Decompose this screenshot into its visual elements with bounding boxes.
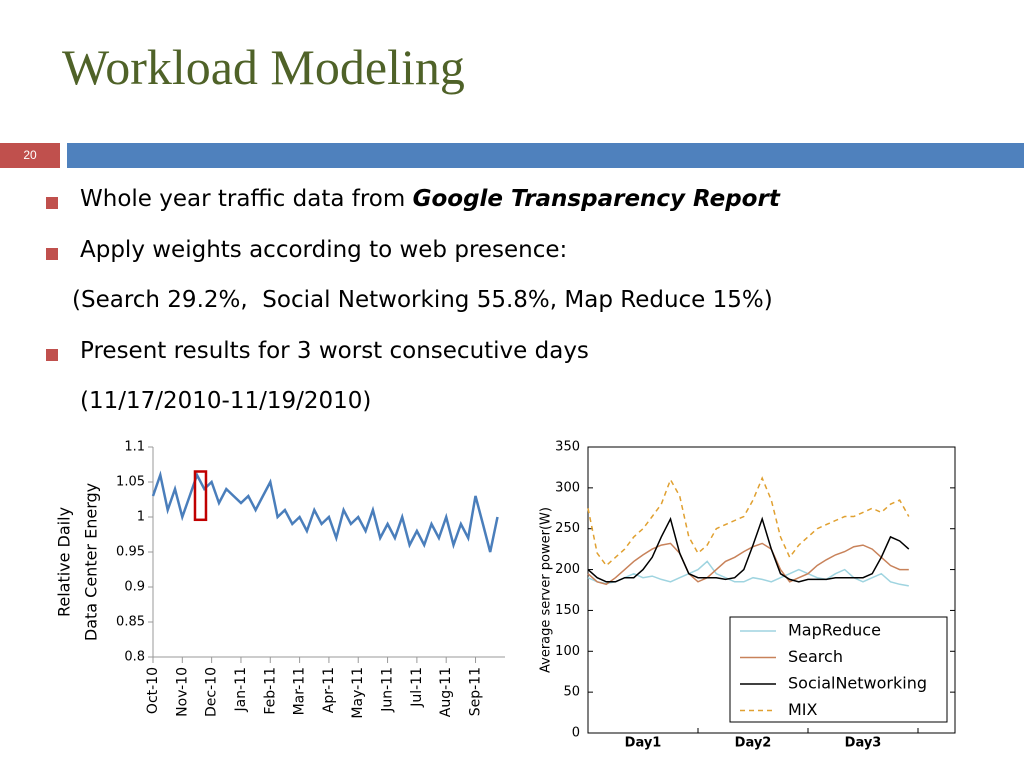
bullet: Present results for 3 worst consecutive … xyxy=(80,338,589,364)
slide-number: 20 xyxy=(0,143,60,168)
y-axis-label: Data Center Energy xyxy=(82,483,101,641)
x-tick-label: Dec-10 xyxy=(204,667,220,717)
x-tick-label: Mar-11 xyxy=(292,667,308,715)
y-tick-label: 250 xyxy=(555,521,580,536)
series-line xyxy=(151,470,499,553)
y-tick-label: 1.1 xyxy=(124,440,145,455)
bullet-marker xyxy=(46,248,58,260)
x-tick-label: Sep-11 xyxy=(468,667,484,716)
y-tick-label: 1 xyxy=(137,510,145,525)
slide-title: Workload Modeling xyxy=(62,39,465,95)
y-tick-label: 0.9 xyxy=(124,580,145,595)
bullet-continuation: (Search 29.2%, Social Networking 55.8%, … xyxy=(72,287,773,313)
x-tick-label: Day1 xyxy=(625,736,662,751)
highlight-box xyxy=(193,470,208,522)
y-tick-label: 0 xyxy=(572,726,580,741)
y-tick-label: 0.95 xyxy=(116,545,145,560)
y-tick-label: 1.05 xyxy=(116,475,145,490)
legend-label: MapReduce xyxy=(788,621,881,640)
x-tick-label: Jul-11 xyxy=(409,667,425,708)
y-axis-label: Relative Daily xyxy=(55,507,74,617)
series-line xyxy=(587,516,910,583)
y-tick-label: 200 xyxy=(555,562,580,577)
bullet: Apply weights according to web presence: xyxy=(80,237,568,263)
y-axis-label: Average server power(W) xyxy=(539,507,554,673)
legend-box xyxy=(729,616,948,723)
y-tick-label: 350 xyxy=(555,440,580,455)
bullet: Whole year traffic data from Google Tran… xyxy=(80,186,780,212)
x-tick-label: Day2 xyxy=(735,736,772,751)
legend-label: SocialNetworking xyxy=(788,674,927,693)
x-tick-label: Aug-11 xyxy=(438,667,454,717)
x-tick-label: Nov-10 xyxy=(174,667,190,717)
bullet-emphasis: Google Transparency Report xyxy=(412,186,780,212)
y-tick-label: 150 xyxy=(555,603,580,618)
bullet-continuation: (11/17/2010-11/19/2010) xyxy=(80,388,372,414)
y-tick-label: 50 xyxy=(563,685,580,700)
y-tick-label: 0.8 xyxy=(124,650,145,665)
x-tick-label: Jan-11 xyxy=(233,667,249,712)
bullet-marker xyxy=(46,349,58,361)
x-tick-label: Feb-11 xyxy=(262,667,278,715)
series-line xyxy=(587,476,910,567)
legend-label: Search xyxy=(788,647,843,666)
y-tick-label: 100 xyxy=(555,644,580,659)
plot-frame xyxy=(587,446,956,734)
bullet-text: Whole year traffic data from xyxy=(80,186,406,212)
x-tick-label: May-11 xyxy=(350,667,366,719)
x-tick-label: Apr-11 xyxy=(321,667,337,713)
y-tick-label: 300 xyxy=(555,480,580,495)
x-tick-label: Jun-11 xyxy=(380,667,396,713)
series-line xyxy=(587,542,909,586)
bullet-marker xyxy=(46,197,58,209)
series-line xyxy=(587,560,909,587)
x-tick-label: Day3 xyxy=(845,736,882,751)
header-bar xyxy=(67,143,1024,168)
y-tick-label: 0.85 xyxy=(116,615,145,630)
legend-label: MIX xyxy=(788,700,818,719)
x-tick-label: Oct-10 xyxy=(145,667,161,714)
